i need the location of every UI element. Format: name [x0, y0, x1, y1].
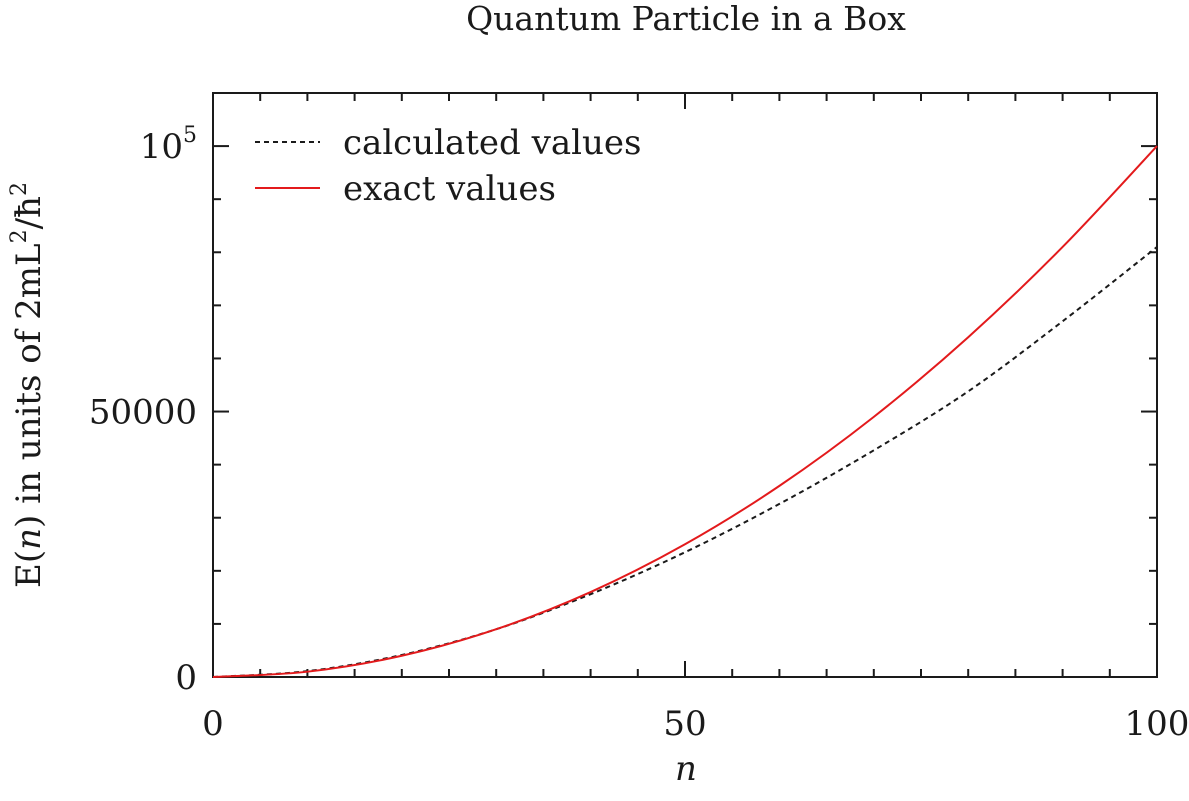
legend-label-exact: exact values	[343, 169, 556, 209]
y-axis-label-exp1: 2	[7, 229, 32, 243]
y-tick-label: 50000	[89, 393, 197, 433]
y-tick-label: 0	[175, 658, 197, 698]
x-tick-labels: 0 50 100	[202, 704, 1189, 744]
x-axis-label: n	[675, 749, 697, 789]
series-line-exact	[212, 145, 1158, 678]
y-axis-label-slash: /ħ	[9, 196, 49, 229]
y-tick-label: 105	[140, 123, 197, 167]
x-tick-label: 100	[1125, 704, 1189, 744]
chart-title: Quantum Particle in a Box	[466, 0, 906, 38]
y-axis-label-middle: ) in units of 2mL	[9, 243, 49, 528]
legend-label-calculated: calculated values	[343, 123, 641, 163]
y-axis-label-exp2: 2	[7, 182, 32, 196]
axis-ticks	[212, 92, 1158, 678]
y-tick-label-base: 10	[140, 127, 183, 167]
legend: calculated values exact values	[255, 123, 641, 209]
y-axis-label-prefix: E(	[9, 550, 49, 588]
x-tick-label: 0	[202, 704, 224, 744]
y-axis-label: E(n) in units of 2mL2/ħ2	[7, 182, 49, 588]
series-lines	[212, 145, 1158, 678]
x-tick-label: 50	[663, 704, 706, 744]
y-axis-label-var: n	[9, 528, 49, 550]
y-tick-labels: 0 50000 105	[89, 123, 197, 698]
y-tick-label-exponent: 5	[183, 123, 197, 148]
series-line-calculated	[212, 246, 1158, 678]
